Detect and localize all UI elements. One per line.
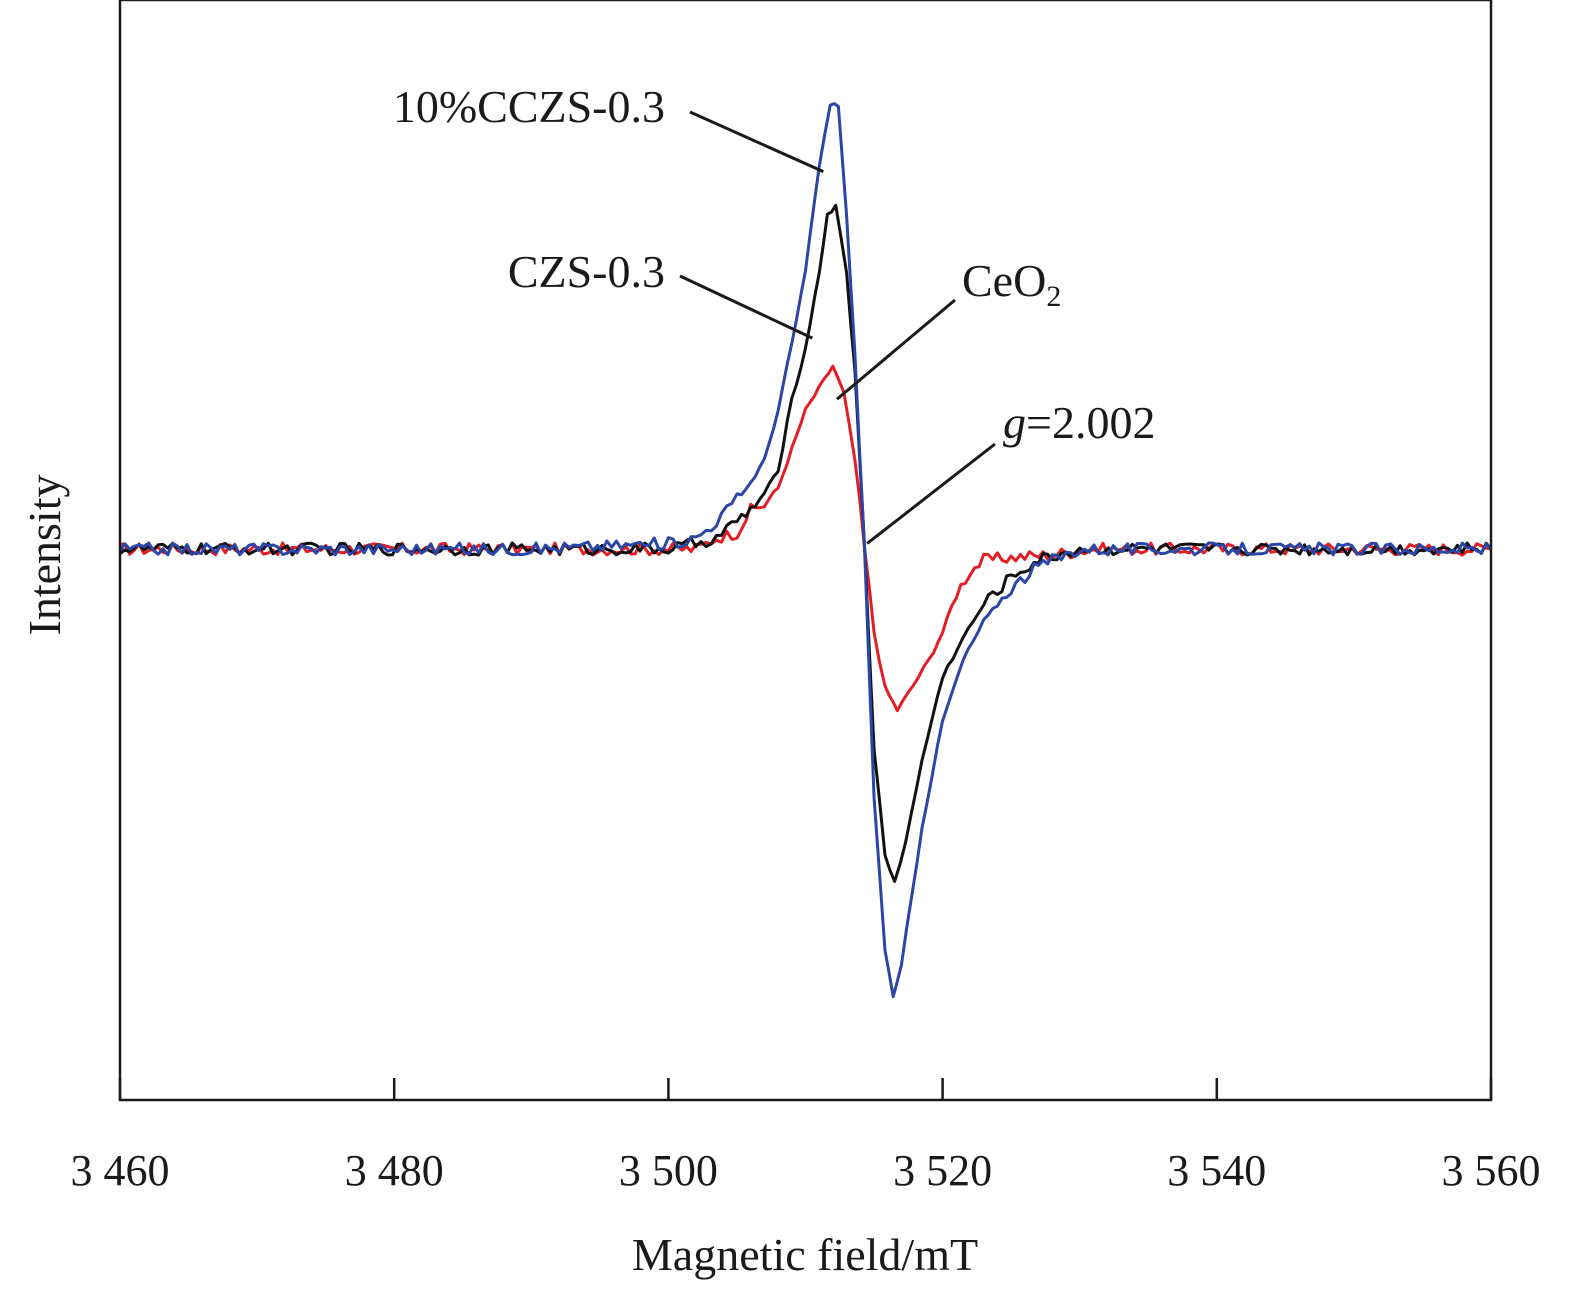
annotation-label-g: g=2.002: [1003, 397, 1155, 448]
annotations: 10%CCZS-0.3 CZS-0.3 CeO2 g=2.002: [393, 81, 1155, 545]
series-layer: [118, 102, 1493, 999]
x-ticks: 3 460 3 480 3 500 3 520 3 540 3 560: [71, 1078, 1541, 1195]
axes-layer: [118, 0, 1493, 1102]
series-line-10-cczs-0-3: [118, 102, 1493, 999]
annotation-label-czs: CZS-0.3: [508, 246, 665, 297]
x-tick-label: 3 520: [893, 1146, 992, 1195]
plot-frame: [118, 0, 1493, 1102]
x-tick-label: 3 540: [1167, 1146, 1266, 1195]
annotation-label-ceo2: CeO2: [962, 255, 1061, 313]
x-tick-label: 3 480: [345, 1146, 444, 1195]
annotation-leader-czs: [679, 274, 813, 340]
series-line-czs-0-3: [119, 203, 1493, 883]
annotation-leader-ccza: [689, 110, 824, 173]
y-axis-title: Intensity: [19, 475, 70, 636]
annotation-label-ccza: 10%CCZS-0.3: [393, 81, 665, 132]
annotation-leader-g: [866, 442, 996, 545]
x-axis-title: Magnetic field/mT: [632, 1229, 978, 1280]
x-tick-label: 3 460: [71, 1146, 170, 1195]
series-line-ceo2: [119, 364, 1492, 713]
x-tick-label: 3 500: [619, 1146, 718, 1195]
annotation-leader-ceo2: [836, 298, 956, 401]
x-tick-label: 3 560: [1442, 1146, 1541, 1195]
